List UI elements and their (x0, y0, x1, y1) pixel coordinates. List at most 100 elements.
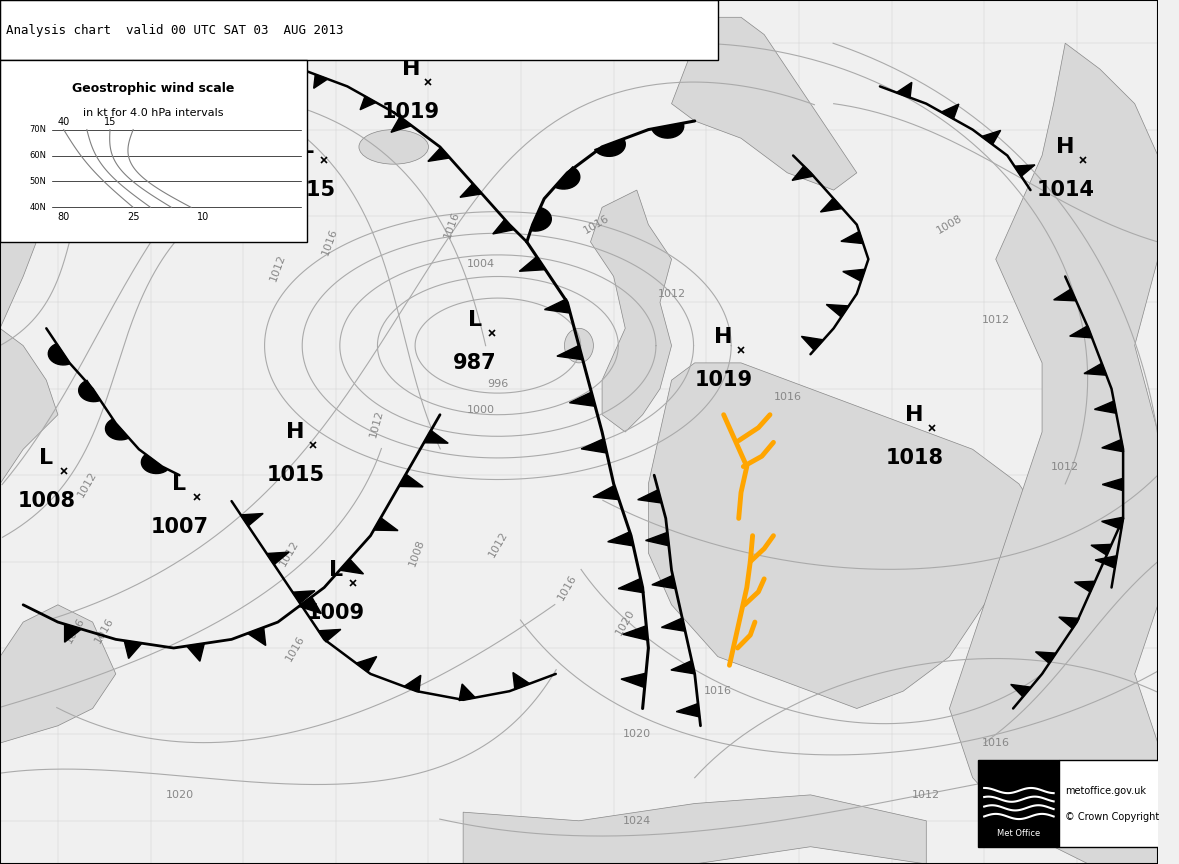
Bar (1060, 760, 1179, 847)
Polygon shape (652, 575, 676, 588)
Text: 1012: 1012 (75, 469, 98, 499)
Text: 15: 15 (104, 118, 117, 127)
Text: 40: 40 (58, 118, 70, 127)
Polygon shape (513, 672, 529, 689)
Polygon shape (424, 430, 448, 443)
Polygon shape (594, 139, 625, 156)
Polygon shape (1074, 581, 1095, 592)
Polygon shape (124, 640, 141, 658)
Text: 996: 996 (487, 379, 508, 390)
Polygon shape (186, 644, 204, 661)
Text: 1016: 1016 (442, 210, 461, 239)
Polygon shape (299, 597, 321, 613)
Polygon shape (292, 591, 315, 603)
Polygon shape (581, 439, 607, 453)
Text: 1008: 1008 (18, 491, 75, 511)
Text: 10: 10 (197, 213, 209, 222)
Text: 987: 987 (453, 353, 496, 373)
Polygon shape (360, 96, 376, 110)
Polygon shape (105, 419, 129, 440)
Polygon shape (556, 346, 582, 359)
Polygon shape (314, 74, 328, 88)
Text: 1019: 1019 (694, 370, 752, 391)
Text: 1020: 1020 (165, 790, 193, 800)
Text: H: H (905, 404, 924, 425)
Text: 1020: 1020 (623, 729, 651, 740)
Polygon shape (593, 486, 619, 499)
Polygon shape (1035, 651, 1056, 664)
Text: 1012: 1012 (1052, 461, 1079, 472)
Text: 1016: 1016 (581, 213, 611, 236)
Polygon shape (1094, 401, 1117, 413)
Polygon shape (48, 344, 70, 365)
Bar (979, 760, 1060, 847)
Polygon shape (949, 43, 1158, 864)
Text: L: L (329, 560, 343, 581)
Text: 1007: 1007 (151, 517, 209, 537)
Polygon shape (896, 82, 911, 98)
Polygon shape (826, 304, 849, 317)
Polygon shape (792, 166, 814, 181)
Text: © Crown Copyright: © Crown Copyright (1065, 812, 1159, 823)
Text: 1016: 1016 (64, 616, 86, 645)
Text: L: L (39, 448, 53, 468)
Polygon shape (677, 703, 699, 717)
Polygon shape (266, 552, 289, 565)
Polygon shape (1014, 165, 1035, 176)
Text: L: L (299, 137, 314, 157)
Polygon shape (1102, 479, 1124, 491)
Text: 1008: 1008 (407, 538, 427, 568)
Polygon shape (259, 64, 274, 78)
Text: 1000: 1000 (467, 405, 494, 416)
Polygon shape (1069, 326, 1092, 338)
Text: 1015: 1015 (278, 180, 336, 200)
Polygon shape (671, 661, 694, 674)
Polygon shape (941, 104, 959, 119)
Bar (0, 0, 718, 60)
Text: 1016: 1016 (321, 227, 340, 257)
Bar (0, 60, 307, 242)
Polygon shape (638, 490, 661, 503)
Text: L: L (468, 309, 482, 330)
Polygon shape (607, 531, 633, 546)
Text: 1008: 1008 (935, 213, 964, 236)
Polygon shape (463, 795, 927, 864)
Polygon shape (821, 198, 843, 212)
Text: 1014: 1014 (1036, 180, 1094, 200)
Text: 1024: 1024 (623, 816, 651, 826)
Polygon shape (79, 380, 100, 402)
Text: 1009: 1009 (307, 603, 364, 624)
Polygon shape (531, 207, 552, 231)
Text: 25: 25 (127, 213, 139, 222)
Polygon shape (428, 148, 450, 162)
Polygon shape (802, 336, 823, 350)
Polygon shape (141, 454, 167, 473)
Polygon shape (648, 363, 1042, 708)
Polygon shape (493, 219, 514, 234)
Polygon shape (661, 618, 685, 632)
Text: H: H (714, 327, 733, 347)
Polygon shape (841, 232, 863, 244)
Polygon shape (0, 26, 116, 328)
Text: 1012: 1012 (658, 289, 686, 299)
Text: 40N: 40N (29, 203, 46, 212)
Polygon shape (652, 123, 684, 138)
Text: 80: 80 (58, 213, 70, 222)
Text: 1016: 1016 (93, 616, 116, 645)
Polygon shape (591, 190, 672, 432)
Polygon shape (1059, 617, 1079, 628)
Text: 1018: 1018 (885, 448, 943, 468)
Polygon shape (519, 257, 546, 271)
Text: 1012: 1012 (487, 530, 509, 559)
Polygon shape (399, 474, 423, 487)
Polygon shape (1010, 684, 1030, 697)
Polygon shape (374, 518, 399, 530)
Text: 60N: 60N (29, 151, 46, 160)
Polygon shape (391, 117, 411, 132)
Polygon shape (646, 532, 668, 546)
Polygon shape (459, 684, 475, 701)
Text: 1015: 1015 (266, 465, 324, 486)
Polygon shape (672, 17, 857, 190)
Polygon shape (1054, 289, 1076, 301)
Polygon shape (1102, 440, 1124, 452)
